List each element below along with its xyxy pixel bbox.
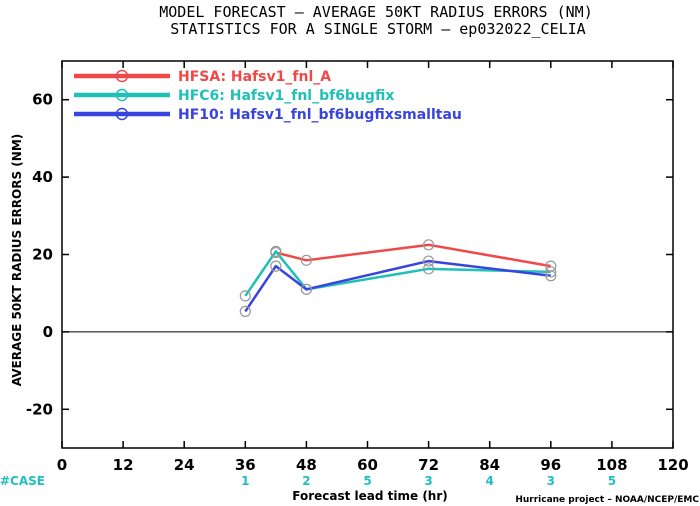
data-point [300, 254, 312, 266]
legend-entry: HFC6: Hafsv1_fnl_bf6bugfix [178, 88, 394, 104]
x-axis-label: Forecast lead time (hr) [292, 489, 448, 503]
x-tick-label: 72 [418, 456, 439, 474]
x-tick-label: 0 [57, 456, 67, 474]
x-tick-label: 48 [296, 456, 317, 474]
series-line [244, 259, 551, 313]
y-tick-label: 0 [43, 323, 53, 341]
x-tick-label: 60 [357, 456, 378, 474]
series-line [275, 243, 552, 268]
credit-text: Hurricane project – NOAA/NCEP/EMC [515, 495, 699, 505]
data-point [239, 290, 251, 302]
x-tick-label: 24 [174, 456, 195, 474]
data-point [270, 245, 282, 258]
y-tick-label: 20 [32, 246, 53, 264]
case-count: 2 [302, 474, 310, 488]
data-point [423, 239, 435, 251]
legend: HFSA: Hafsv1_fnl_A HFC6: Hafsv1_fnl_bf6bu… [74, 69, 462, 123]
data-point [423, 255, 435, 267]
case-count: 5 [608, 474, 616, 488]
x-tick-label: 84 [479, 456, 500, 474]
legend-marker [115, 69, 129, 83]
data-point [545, 270, 557, 282]
case-count: 3 [547, 474, 555, 488]
x-tick-label: 108 [596, 456, 627, 474]
legend-entry: HFSA: Hafsv1_fnl_A [178, 69, 331, 85]
data-point [239, 305, 251, 317]
x-tick-label: 120 [657, 456, 688, 474]
legend-marker [115, 88, 129, 102]
case-label: #CASE [0, 474, 45, 488]
data-point [423, 263, 435, 275]
data-point [300, 283, 312, 295]
legend-entry: HF10: Hafsv1_fnl_bf6bugfixsmalltau [178, 107, 462, 123]
chart-subtitle: STATISTICS FOR A SINGLE STORM – ep032022… [170, 20, 585, 38]
case-count-row: 1 2 5 3 4 3 5 [241, 474, 616, 488]
series-layer [239, 239, 557, 317]
case-count: 4 [486, 474, 494, 488]
legend-marker [115, 107, 129, 121]
y-axis: -20 0 20 40 60 [26, 91, 673, 418]
x-tick-label: 96 [540, 456, 561, 474]
data-point [545, 266, 557, 278]
case-count: 1 [241, 474, 249, 488]
y-tick-label: -20 [26, 400, 53, 418]
chart-title: MODEL FORECAST – AVERAGE 50KT RADIUS ERR… [159, 3, 592, 21]
data-point [270, 260, 282, 272]
case-count: 3 [424, 474, 432, 488]
y-tick-label: 60 [32, 91, 53, 109]
x-tick-label: 12 [113, 456, 134, 474]
case-count: 5 [363, 474, 371, 488]
x-tick-label: 36 [235, 456, 256, 474]
y-axis-label: AVERAGE 50KT RADIUS ERRORS (NM) [10, 134, 24, 386]
x-axis: 0 12 24 36 48 60 72 84 96 108 120 [57, 61, 689, 474]
y-tick-label: 40 [32, 168, 53, 186]
